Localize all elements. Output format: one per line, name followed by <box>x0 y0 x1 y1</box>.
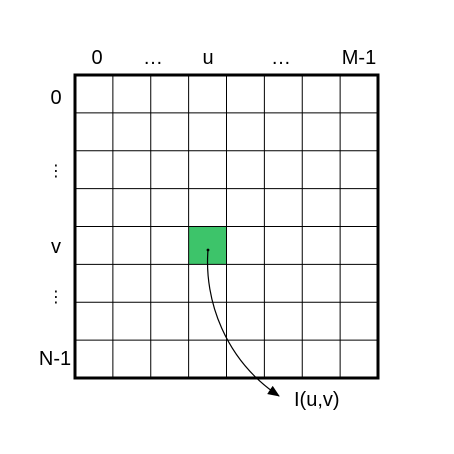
row-label-v: v <box>51 236 61 258</box>
grid-border <box>73 73 380 380</box>
column-label-u: u <box>202 47 213 69</box>
row-label-first: 0 <box>50 87 61 109</box>
column-label-first: 0 <box>91 47 102 69</box>
pixel-grid <box>73 73 380 380</box>
column-label-ellipsis-left: … <box>143 47 163 69</box>
row-label-dots-upper: ⋮ <box>48 161 64 180</box>
row-label-last: N-1 <box>39 348 71 370</box>
intensity-arrow <box>206 249 280 397</box>
column-label-last: M-1 <box>342 47 376 69</box>
intensity-label: I(u,v) <box>294 389 340 411</box>
row-label-dots-lower: ⋮ <box>48 287 64 306</box>
column-label-ellipsis-right: … <box>271 47 291 69</box>
